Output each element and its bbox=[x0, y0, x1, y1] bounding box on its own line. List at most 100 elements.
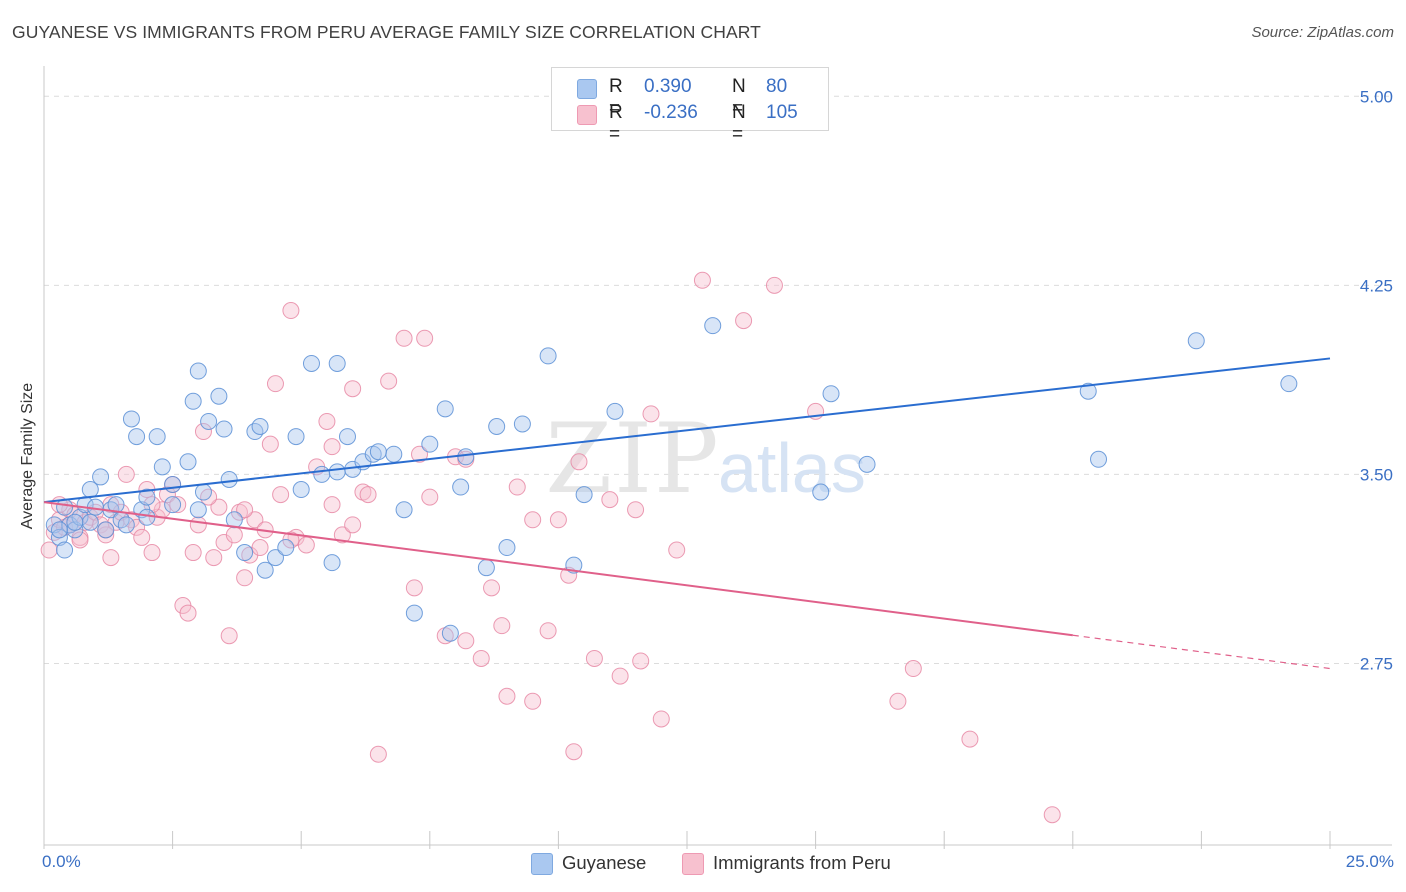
point-guyanese bbox=[457, 448, 475, 466]
point-guyanese bbox=[1079, 382, 1097, 400]
y-tick-label: 4.25 bbox=[1360, 276, 1393, 295]
point-guyanese bbox=[246, 423, 264, 441]
point-peru bbox=[457, 632, 475, 650]
point-guyanese bbox=[606, 402, 624, 420]
point-peru bbox=[236, 569, 254, 587]
point-peru bbox=[611, 667, 629, 685]
point-peru bbox=[735, 312, 753, 330]
point-guyanese bbox=[251, 418, 269, 436]
point-peru bbox=[158, 486, 176, 504]
point-peru bbox=[632, 652, 650, 670]
point-guyanese bbox=[81, 513, 99, 531]
point-guyanese bbox=[1090, 450, 1108, 468]
point-guyanese bbox=[338, 428, 356, 446]
point-guyanese bbox=[164, 475, 182, 493]
point-peru bbox=[282, 302, 300, 320]
point-peru bbox=[246, 511, 264, 529]
point-peru bbox=[652, 710, 670, 728]
series-guyanese-points bbox=[45, 317, 1298, 642]
point-peru bbox=[570, 453, 588, 471]
point-guyanese bbox=[236, 544, 254, 562]
point-peru bbox=[405, 579, 423, 597]
point-guyanese bbox=[488, 418, 506, 436]
legend-r-value: 0.390 bbox=[644, 76, 692, 97]
point-peru bbox=[549, 511, 567, 529]
point-peru bbox=[179, 604, 197, 622]
point-peru bbox=[601, 491, 619, 509]
point-guyanese bbox=[215, 420, 233, 438]
point-peru bbox=[585, 649, 603, 667]
point-peru bbox=[40, 541, 58, 559]
point-guyanese bbox=[107, 496, 125, 514]
bottom-legend-swatch-peru bbox=[682, 853, 704, 875]
point-peru bbox=[194, 423, 212, 441]
point-guyanese bbox=[441, 624, 459, 642]
point-peru bbox=[200, 488, 218, 506]
point-peru bbox=[344, 516, 362, 534]
legend-r-value: -0.236 bbox=[644, 102, 698, 123]
point-guyanese bbox=[92, 468, 110, 486]
point-peru bbox=[421, 488, 439, 506]
point-guyanese bbox=[225, 511, 243, 529]
point-guyanese bbox=[385, 445, 403, 463]
point-guyanese bbox=[812, 483, 830, 501]
legend-n-label: N = bbox=[732, 102, 746, 145]
point-peru bbox=[369, 745, 387, 763]
point-peru bbox=[693, 271, 711, 289]
point-peru bbox=[205, 549, 223, 567]
point-peru bbox=[904, 660, 922, 678]
point-guyanese bbox=[575, 486, 593, 504]
point-guyanese bbox=[565, 556, 583, 574]
y-tick-label: 2.75 bbox=[1360, 654, 1393, 673]
point-guyanese bbox=[323, 554, 341, 572]
bottom-legend-label-peru: Immigrants from Peru bbox=[713, 852, 891, 873]
point-peru bbox=[117, 465, 135, 483]
point-guyanese bbox=[539, 347, 557, 365]
point-peru bbox=[472, 649, 490, 667]
chart-title: GUYANESE VS IMMIGRANTS FROM PERU AVERAGE… bbox=[12, 22, 761, 42]
point-guyanese bbox=[302, 354, 320, 372]
point-guyanese bbox=[50, 521, 68, 539]
point-peru bbox=[889, 692, 907, 710]
point-peru bbox=[642, 405, 660, 423]
point-guyanese bbox=[220, 470, 238, 488]
point-peru bbox=[627, 501, 645, 519]
point-peru bbox=[184, 544, 202, 562]
point-guyanese bbox=[138, 488, 156, 506]
y-tick-labels: 2.75 3.50 4.25 5.00 bbox=[1360, 87, 1393, 673]
x-tick-label-max: 25.0% bbox=[1345, 852, 1394, 871]
y-tick-label: 5.00 bbox=[1360, 87, 1393, 106]
legend-swatch-peru bbox=[577, 105, 597, 125]
point-peru bbox=[508, 478, 526, 496]
point-peru bbox=[565, 743, 583, 761]
point-peru bbox=[1043, 806, 1061, 824]
point-guyanese bbox=[292, 481, 310, 499]
grid-lines bbox=[44, 95, 1392, 664]
point-peru bbox=[318, 412, 336, 430]
bottom-legend-label-guyanese: Guyanese bbox=[562, 852, 647, 873]
point-guyanese bbox=[66, 513, 84, 531]
point-guyanese bbox=[369, 443, 387, 461]
trend-line-peru-extension bbox=[1072, 634, 1331, 670]
point-peru bbox=[251, 539, 269, 557]
axes bbox=[43, 66, 1392, 849]
point-peru bbox=[539, 622, 557, 640]
legend-swatch-guyanese bbox=[577, 79, 597, 99]
point-guyanese bbox=[179, 453, 197, 471]
point-peru bbox=[236, 501, 254, 519]
point-guyanese bbox=[256, 561, 274, 579]
legend-n-label: N = bbox=[732, 76, 746, 119]
point-peru bbox=[395, 329, 413, 347]
point-guyanese bbox=[477, 559, 495, 577]
point-peru bbox=[493, 617, 511, 635]
point-guyanese bbox=[164, 496, 182, 514]
legend-n-value: 80 bbox=[766, 76, 788, 97]
x-tick-label-min: 0.0% bbox=[42, 852, 81, 871]
point-peru bbox=[323, 438, 341, 456]
point-guyanese bbox=[328, 354, 346, 372]
correlation-legend: R = 0.390 N = 80 R = -0.236 N = 105 bbox=[551, 67, 829, 145]
point-guyanese bbox=[822, 385, 840, 403]
point-peru bbox=[266, 375, 284, 393]
legend-n-value: 105 bbox=[766, 102, 798, 123]
point-guyanese bbox=[313, 465, 331, 483]
